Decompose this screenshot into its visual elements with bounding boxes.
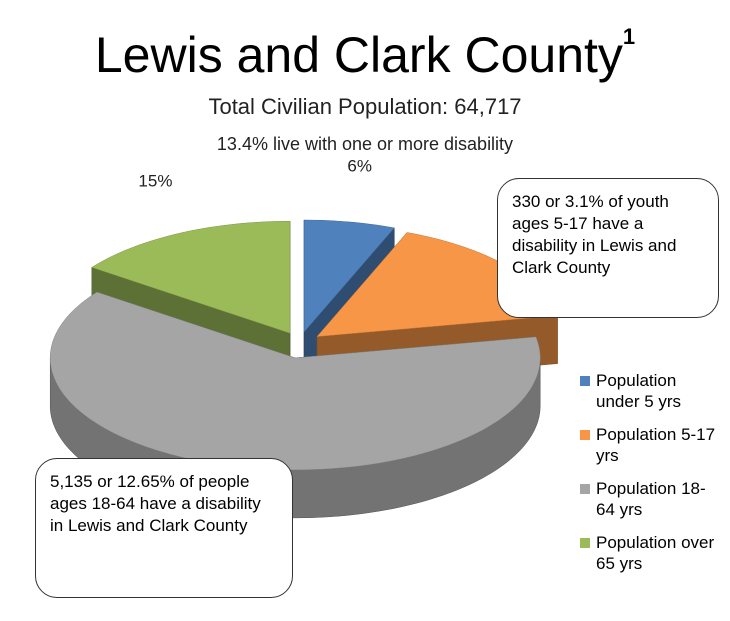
legend-swatch (580, 430, 590, 440)
subtitle: Total Civilian Population: 64,717 (208, 94, 522, 119)
data-label: 6% (347, 157, 372, 176)
chart-title: Lewis and Clark County (94, 27, 623, 83)
callout: 330 or 3.1% of youth ages 5-17 have a di… (497, 178, 719, 318)
chart-title-wrap: Lewis and Clark County1 (0, 24, 730, 84)
legend-item: Population 18-64 yrs (578, 478, 718, 520)
legend-item: Population under 5 yrs (578, 370, 718, 412)
legend-label: Population over 65 yrs (596, 533, 715, 573)
subtitle2: 13.4% live with one or more disability (216, 134, 514, 154)
legend-swatch (580, 484, 590, 494)
legend-label: Population 5-17 yrs (596, 425, 716, 465)
callout: 5,135 or 12.65% of people ages 18-64 hav… (35, 458, 293, 598)
legend-item: Population over 65 yrs (578, 532, 718, 574)
slice-top (303, 219, 395, 333)
slice-top (91, 220, 291, 334)
legend-label: Population under 5 yrs (596, 371, 682, 411)
legend-item: Population 5-17 yrs (578, 424, 718, 466)
pie-slice (49, 291, 541, 519)
legend-label: Population 18-64 yrs (596, 479, 706, 519)
legend: Population under 5 yrs Population 5-17 yr… (578, 370, 718, 586)
legend-swatch (580, 538, 590, 548)
data-label: 15% (138, 172, 172, 191)
legend-swatch (580, 376, 590, 386)
title-note: 1 (622, 24, 636, 49)
